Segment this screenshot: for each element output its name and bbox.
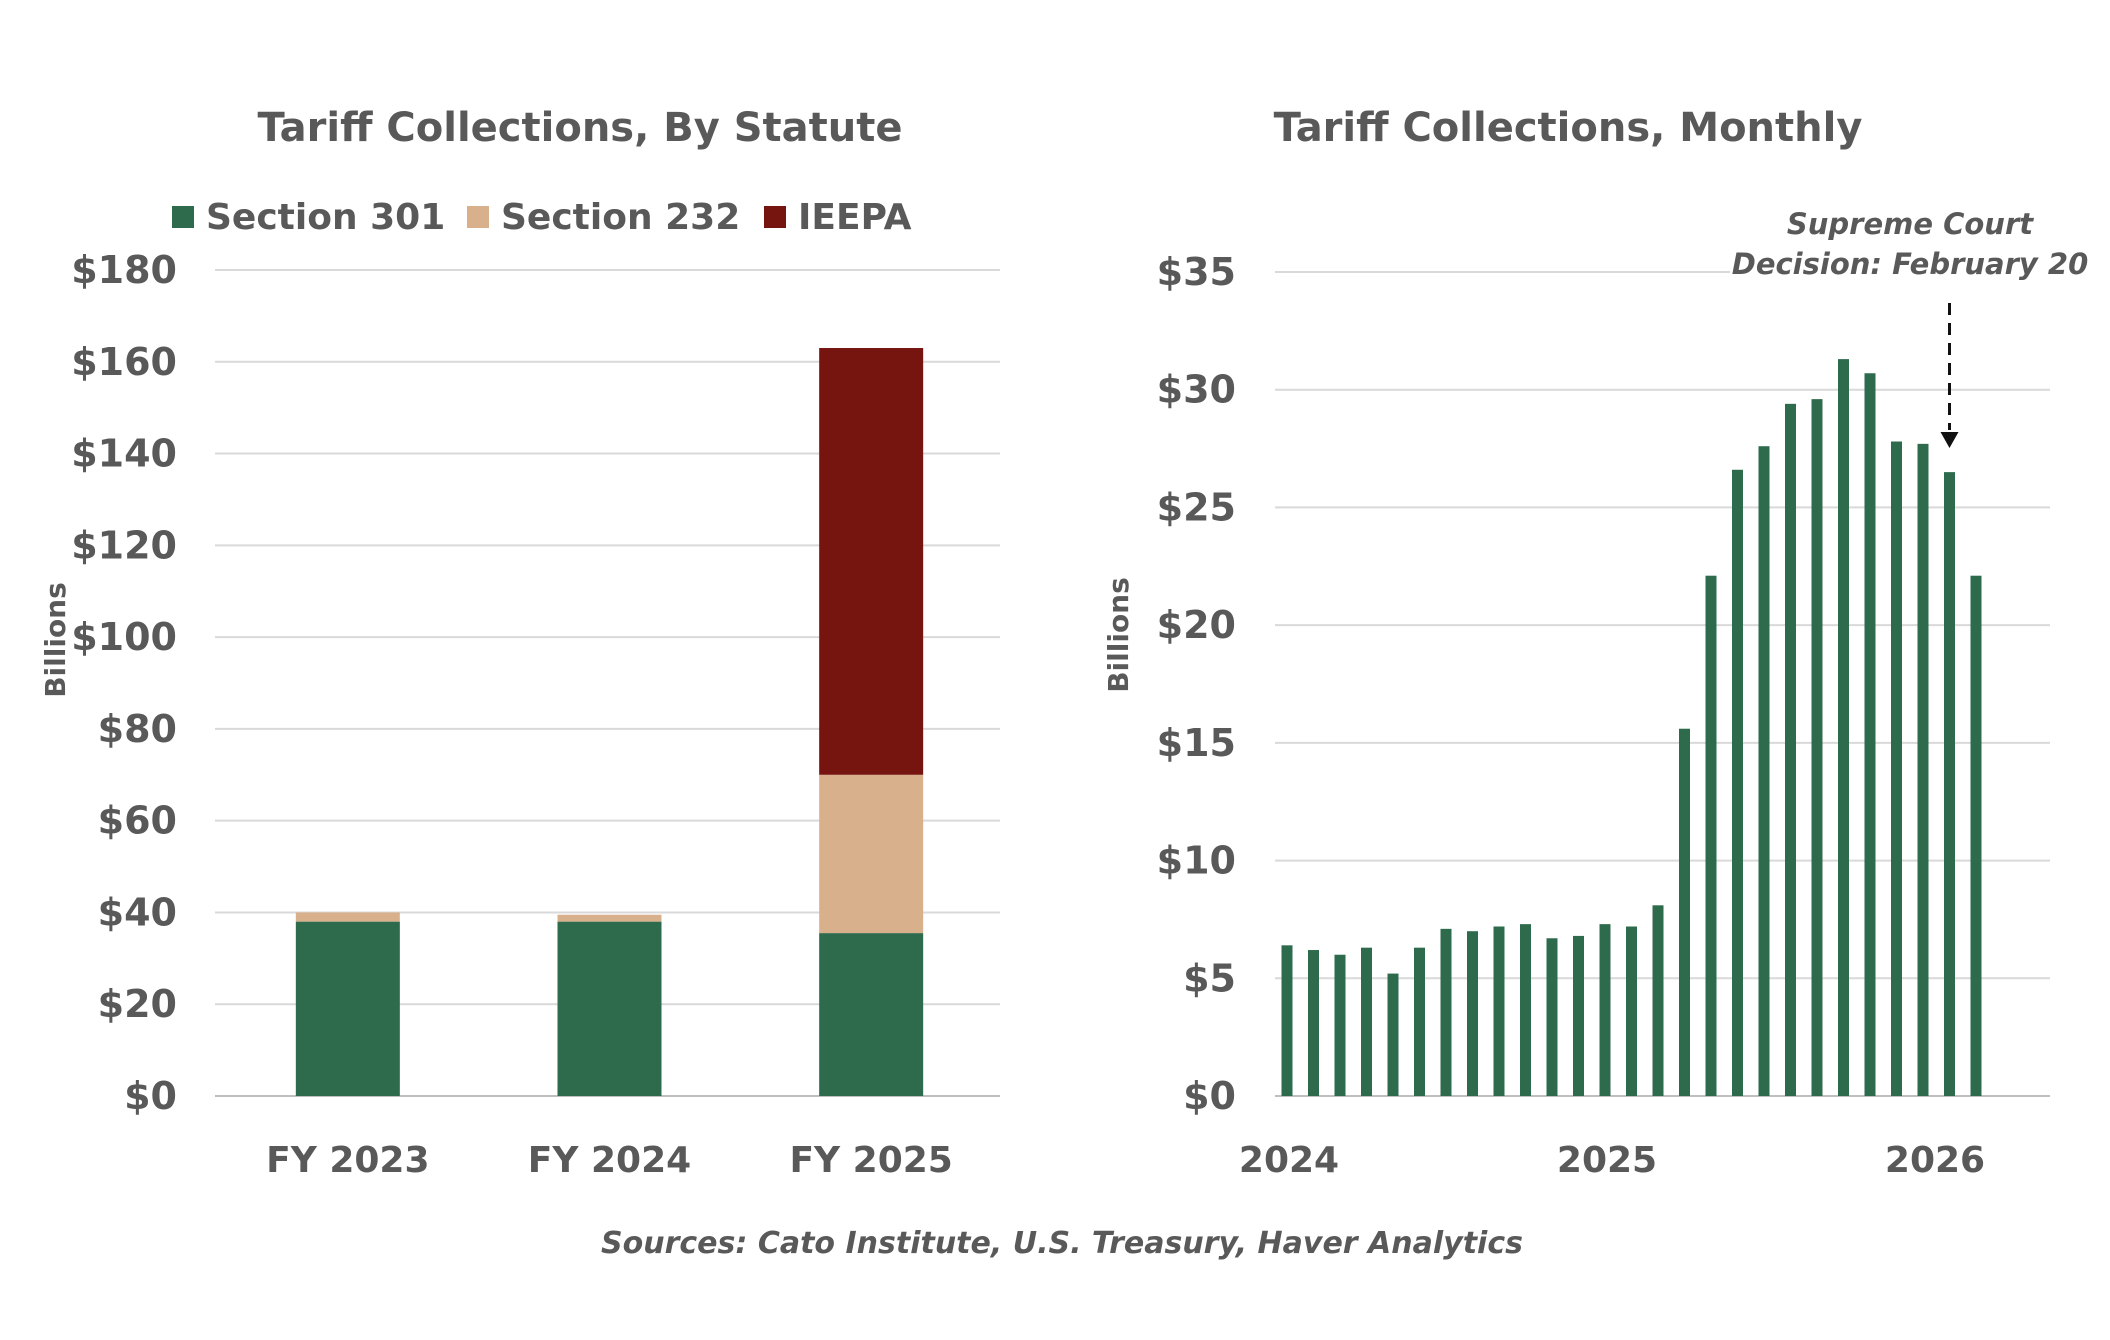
sources-note: Sources: Cato Institute, U.S. Treasury, … xyxy=(601,1226,1523,1261)
bar xyxy=(1917,443,1929,1096)
y-tick-label: $30 xyxy=(1157,368,1236,412)
bar xyxy=(1705,575,1717,1096)
bar xyxy=(1308,950,1319,1096)
y-tick-label: $140 xyxy=(71,432,177,476)
bar xyxy=(1758,446,1770,1096)
bar xyxy=(1944,472,1955,1097)
y-tick-label: $0 xyxy=(1183,1074,1236,1118)
bar xyxy=(1652,905,1664,1096)
y-tick-label: $25 xyxy=(1157,485,1236,529)
bar xyxy=(1970,575,1982,1096)
monthly-chart-bars xyxy=(1281,359,1982,1097)
bar-segment xyxy=(295,912,400,922)
bar xyxy=(1732,469,1743,1096)
bar xyxy=(1626,926,1637,1096)
legend-swatch xyxy=(467,206,489,228)
y-tick-label: $20 xyxy=(1157,603,1236,647)
y-tick-label: $160 xyxy=(71,340,177,384)
supreme-court-annotation: Supreme Court Decision: February 20 xyxy=(1732,207,2089,448)
legend-swatch xyxy=(764,206,786,228)
monthly-chart-title: Tariff Collections, Monthly xyxy=(1274,105,1863,151)
annotation-arrowhead xyxy=(1940,432,1959,448)
bar xyxy=(1573,935,1584,1096)
monthly-chart-y-axis: $0 $5 $10 $15 $20 $25 $30 $35 xyxy=(1157,250,1236,1118)
bar xyxy=(1838,359,1849,1096)
y-tick-label: $20 xyxy=(98,982,177,1026)
legend-label: Section 301 xyxy=(206,197,445,238)
legend-label: IEEPA xyxy=(798,197,912,238)
bar xyxy=(1864,373,1876,1097)
bar xyxy=(1599,924,1611,1096)
y-tick-label: $180 xyxy=(71,248,177,292)
bar xyxy=(1334,954,1346,1096)
monthly-chart-y-label: Billions xyxy=(1102,577,1135,693)
y-tick-label: $5 xyxy=(1183,956,1236,1000)
y-tick-label: $120 xyxy=(71,523,177,567)
statute-chart-x-axis: FY 2023 FY 2024 FY 2025 xyxy=(266,1140,953,1181)
y-tick-label: $60 xyxy=(98,799,177,843)
y-tick-label: $100 xyxy=(71,615,177,659)
monthly-chart: Tariff Collections, Monthly $0 $5 $10 $15 $2… xyxy=(1102,105,2088,1181)
bar-segment xyxy=(557,914,662,922)
y-tick-label: $15 xyxy=(1157,721,1236,765)
bar-segment xyxy=(557,921,662,1096)
x-tick-label: FY 2024 xyxy=(528,1140,691,1181)
bar-segment xyxy=(295,921,400,1096)
bar xyxy=(1520,924,1531,1096)
statute-chart-y-label: Billions xyxy=(39,582,72,698)
statute-chart-bars xyxy=(295,348,924,1096)
y-tick-label: $35 xyxy=(1157,250,1236,294)
y-tick-label: $0 xyxy=(124,1074,177,1118)
bar xyxy=(1679,728,1690,1096)
bar xyxy=(1387,973,1399,1096)
annotation-text: Supreme Court xyxy=(1787,207,2034,241)
bar-segment xyxy=(819,933,924,1096)
y-tick-label: $40 xyxy=(98,890,177,934)
y-tick-label: $80 xyxy=(98,707,177,751)
bar xyxy=(1467,931,1478,1096)
bar xyxy=(1493,926,1505,1096)
x-tick-label: FY 2025 xyxy=(789,1140,952,1181)
x-tick-label: 2024 xyxy=(1239,1140,1339,1181)
bar-segment xyxy=(819,774,924,934)
bar xyxy=(1785,403,1796,1097)
annotation-text: Decision: February 20 xyxy=(1732,247,2089,281)
bar-segment xyxy=(819,348,924,775)
bar xyxy=(1440,928,1452,1096)
statute-chart-legend: Section 301 Section 232 IEEPA xyxy=(172,197,912,238)
statute-chart-y-axis: $0 $20 $40 $60 $80 $100 $120 $140 $160 $180 xyxy=(71,248,177,1118)
bar xyxy=(1414,947,1425,1096)
statute-chart: Tariff Collections, By Statute Section 3… xyxy=(39,105,1000,1181)
y-tick-label: $10 xyxy=(1157,839,1236,883)
x-tick-label: 2026 xyxy=(1885,1140,1985,1181)
bar xyxy=(1891,441,1902,1097)
legend-label: Section 232 xyxy=(501,197,740,238)
x-tick-label: 2025 xyxy=(1557,1140,1657,1181)
bar xyxy=(1281,945,1293,1096)
bar xyxy=(1361,947,1372,1096)
statute-chart-title: Tariff Collections, By Statute xyxy=(258,105,903,151)
bar xyxy=(1546,938,1558,1096)
legend-swatch xyxy=(172,206,194,228)
bar xyxy=(1811,399,1823,1096)
monthly-chart-x-axis: 2024 2025 2026 xyxy=(1239,1140,1985,1181)
x-tick-label: FY 2023 xyxy=(266,1140,429,1181)
